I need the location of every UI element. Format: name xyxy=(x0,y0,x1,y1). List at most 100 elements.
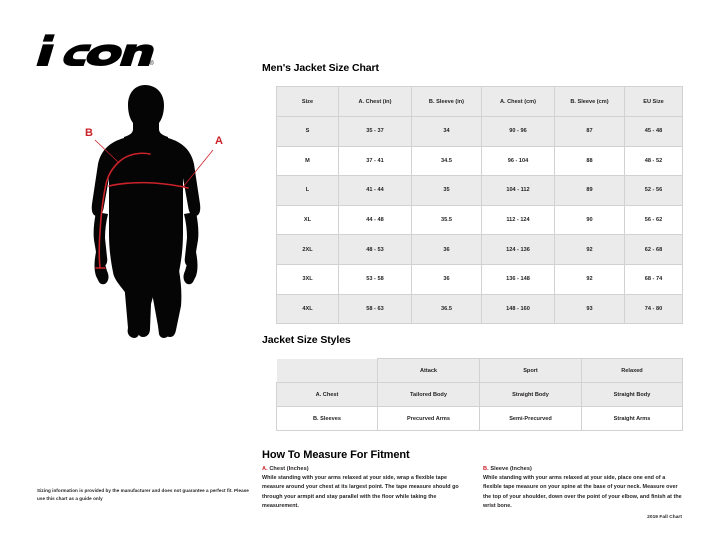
how-to-chest-body: While standing with your arms relaxed at… xyxy=(262,474,459,510)
size-chart-title: Men's Jacket Size Chart xyxy=(262,62,379,74)
measurement-figure: A B xyxy=(58,82,233,342)
styles-chart-title: Jacket Size Styles xyxy=(262,334,351,346)
cell-chest-cm: 112 - 124 xyxy=(481,204,555,236)
leader-a xyxy=(182,149,214,188)
column-header: A. Chest (in) xyxy=(338,86,412,117)
cell-chest-cm: 124 - 136 xyxy=(481,234,555,265)
how-to-measure-columns: A. Chest (Inches) While standing with yo… xyxy=(262,466,682,512)
marker-a: A. xyxy=(262,466,268,472)
table-row: S 35 - 37 34 90 - 96 87 45 - 48 xyxy=(276,116,683,147)
cell-sleeve-cm: 90 xyxy=(554,204,625,236)
cell-eu-size: 52 - 56 xyxy=(624,175,683,206)
cell-size: L xyxy=(276,175,339,206)
cell-chest-in: 48 - 53 xyxy=(338,234,412,265)
corner-cell-empty xyxy=(276,358,378,383)
table-row: 2XL 48 - 53 36 124 - 136 92 62 - 68 xyxy=(276,234,683,265)
how-to-sleeve-body: While standing with your arms relaxed at… xyxy=(483,474,682,510)
cell-chest-cm: 90 - 96 xyxy=(481,116,555,147)
cell-sleeve-in: 36 xyxy=(411,234,482,265)
how-to-measure-chest: A. Chest (Inches) While standing with yo… xyxy=(262,466,461,512)
how-to-measure-sleeve: B. Sleeve (Inches) While standing with y… xyxy=(483,466,682,512)
sleeve-line-b xyxy=(98,152,151,269)
how-to-sleeve-heading-text: Sleeve (Inches) xyxy=(488,466,532,472)
cell-chest-in: 35 - 37 xyxy=(338,116,412,147)
styles-cell-sport: Semi-Precurved xyxy=(479,406,582,431)
styles-table-row: A. Chest Tailored Body Straight Body Str… xyxy=(276,382,683,407)
column-header: B. Sleeve (cm) xyxy=(554,86,625,117)
how-to-chest-heading: A. Chest (Inches) xyxy=(262,466,461,472)
cell-chest-cm: 96 - 104 xyxy=(481,145,555,177)
table-row: M 37 - 41 34.5 96 - 104 88 48 - 52 xyxy=(276,145,683,177)
table-row: L 41 - 44 35 104 - 112 89 52 - 56 xyxy=(276,175,683,206)
table-header-row: Size A. Chest (in) B. Sleeve (in) A. Che… xyxy=(276,86,683,117)
cell-sleeve-in: 34 xyxy=(411,116,482,147)
how-to-sleeve-heading: B. Sleeve (Inches) xyxy=(483,466,682,472)
body-silhouette xyxy=(91,85,201,338)
cell-eu-size: 48 - 52 xyxy=(624,145,683,177)
cell-sleeve-in: 35 xyxy=(411,175,482,206)
chest-line-a xyxy=(108,181,189,189)
measurement-lines xyxy=(95,152,189,269)
column-header: B. Sleeve (in) xyxy=(411,86,482,117)
cell-sleeve-cm: 89 xyxy=(554,175,625,206)
styles-column-header: Relaxed xyxy=(581,358,683,383)
cell-sleeve-in: 34.5 xyxy=(411,145,482,177)
how-to-chest-heading-text: Chest (Inches) xyxy=(267,466,309,472)
cell-size: 4XL xyxy=(276,293,339,325)
leader-lines xyxy=(94,139,214,188)
column-header: EU Size xyxy=(624,86,683,117)
cell-eu-size: 74 - 80 xyxy=(624,293,683,325)
cell-sleeve-cm: 92 xyxy=(554,234,625,265)
table-row: 4XL 58 - 63 36.5 148 - 160 93 74 - 80 xyxy=(276,293,683,325)
right-panel: Men's Jacket Size Chart Size A. Chest (i… xyxy=(262,0,683,540)
cell-eu-size: 62 - 68 xyxy=(624,234,683,265)
cell-size: 3XL xyxy=(276,263,339,295)
marker-b: B. xyxy=(483,466,489,472)
cell-size: M xyxy=(276,145,339,177)
cell-size: XL xyxy=(276,204,339,236)
cell-chest-in: 58 - 63 xyxy=(338,293,412,325)
cell-eu-size: 45 - 48 xyxy=(624,116,683,147)
column-header: Size xyxy=(276,86,339,117)
label-a: A xyxy=(215,135,223,147)
how-to-measure-title: How To Measure For Fitment xyxy=(262,449,410,461)
cell-sleeve-cm: 93 xyxy=(554,293,625,325)
column-header: A. Chest (cm) xyxy=(481,86,555,117)
table-row: XL 44 - 48 35.5 112 - 124 90 56 - 62 xyxy=(276,204,683,236)
size-chart-table: Size A. Chest (in) B. Sleeve (in) A. Che… xyxy=(276,86,683,325)
cell-sleeve-in: 35.5 xyxy=(411,204,482,236)
icon-brand-logo: ® xyxy=(34,28,154,68)
cell-eu-size: 68 - 74 xyxy=(624,263,683,295)
styles-table-row: B. Sleeves Precurved Arms Semi-Precurved… xyxy=(276,406,683,431)
styles-column-header: Sport xyxy=(479,358,582,383)
cell-eu-size: 56 - 62 xyxy=(624,204,683,236)
cell-chest-in: 37 - 41 xyxy=(338,145,412,177)
table-row: 3XL 53 - 58 36 136 - 148 92 68 - 74 xyxy=(276,263,683,295)
cell-size: 2XL xyxy=(276,234,339,265)
jacket-styles-table: Attack Sport Relaxed A. Chest Tailored B… xyxy=(276,358,683,431)
label-b: B xyxy=(85,127,93,139)
styles-header-row: Attack Sport Relaxed xyxy=(276,358,683,383)
styles-cell-sport: Straight Body xyxy=(479,382,582,407)
styles-column-header: Attack xyxy=(377,358,480,383)
cell-chest-in: 41 - 44 xyxy=(338,175,412,206)
cell-chest-cm: 136 - 148 xyxy=(481,263,555,295)
cell-chest-in: 44 - 48 xyxy=(338,204,412,236)
styles-row-label: B. Sleeves xyxy=(276,406,378,431)
styles-cell-relaxed: Straight Arms xyxy=(581,406,683,431)
sizing-disclaimer: Sizing information is provided by the ma… xyxy=(37,488,249,502)
cell-size: S xyxy=(276,116,339,147)
cell-sleeve-cm: 87 xyxy=(554,116,625,147)
cell-chest-cm: 104 - 112 xyxy=(481,175,555,206)
cell-chest-in: 53 - 58 xyxy=(338,263,412,295)
cell-sleeve-in: 36.5 xyxy=(411,293,482,325)
styles-row-label: A. Chest xyxy=(276,382,378,407)
cell-sleeve-in: 36 xyxy=(411,263,482,295)
svg-text:®: ® xyxy=(149,60,154,67)
styles-cell-relaxed: Straight Body xyxy=(581,382,683,407)
styles-cell-attack: Precurved Arms xyxy=(377,406,480,431)
cell-chest-cm: 148 - 160 xyxy=(481,293,555,325)
cell-sleeve-cm: 88 xyxy=(554,145,625,177)
chart-footer-note: 2019 Fall Chart xyxy=(647,515,682,520)
cell-sleeve-cm: 92 xyxy=(554,263,625,295)
